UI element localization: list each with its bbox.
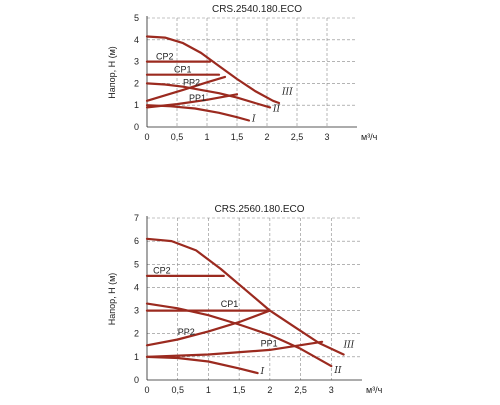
- series-line-ii: [145, 302, 333, 368]
- chart-2: CRS.2560.180.ECO 0 0,5 1 1,5 2 2,5 3 0 1 2 3 4 5 6 7 м³/…: [107, 204, 383, 395]
- series-line-pp2: [145, 309, 271, 347]
- y-axis-label: Напор, Н (м): [107, 273, 117, 326]
- x-tick-label: 1: [206, 385, 211, 395]
- x-tick-label: 1: [204, 132, 209, 142]
- x-tick-label: 2: [267, 385, 272, 395]
- curve-label-pp2: PP2: [178, 327, 195, 337]
- curve-label-cp1: CP1: [174, 65, 192, 75]
- series-line-i: [145, 104, 251, 122]
- y-tick-label: 3: [134, 57, 139, 67]
- x-tick-label: 3: [329, 385, 334, 395]
- series-line-iii: [145, 35, 281, 105]
- chart-1: CRS.2540.180.ECO 0 0,5 1 1,5 2 2,5 3 0 1 2 3 4 5 м³/ч Н…: [107, 4, 378, 142]
- series-line-ii: [145, 82, 272, 109]
- y-axis-label: Напор, Н (м): [107, 46, 117, 99]
- curve-label-i: I: [260, 367, 265, 377]
- x-tick-label: 1,5: [233, 385, 246, 395]
- x-tick-label: 2,5: [291, 132, 304, 142]
- y-tick-label: 5: [134, 13, 139, 23]
- y-tick-label: 1: [134, 352, 139, 362]
- curve-label-iii: III: [281, 87, 293, 97]
- x-tick-label: 0: [144, 385, 149, 395]
- y-tick-label: 5: [134, 259, 139, 269]
- x-tick-label: 1,5: [231, 132, 244, 142]
- series-line-pp1: [145, 93, 239, 109]
- series-line-pp1: [145, 340, 324, 358]
- x-unit-label: м³/ч: [366, 385, 383, 395]
- series-line-iii: [145, 237, 345, 356]
- y-tick-label: 4: [134, 282, 139, 292]
- curve-label-pp2: PP2: [183, 78, 200, 88]
- chart-title: CRS.2540.180.ECO: [212, 4, 302, 15]
- y-tick-label: 0: [134, 122, 139, 132]
- x-tick-label: 0,5: [171, 385, 184, 395]
- y-tick-label: 1: [134, 100, 139, 110]
- series-line-pp2: [145, 75, 227, 102]
- x-tick-label: 0,5: [171, 132, 184, 142]
- x-unit-label: м³/ч: [361, 132, 378, 142]
- curve-label-cp2: CP2: [156, 51, 174, 61]
- curve-label-pp1: PP1: [189, 93, 206, 103]
- series-line-i: [145, 355, 259, 375]
- x-tick-label: 3: [324, 132, 329, 142]
- y-tick-label: 2: [134, 78, 139, 88]
- y-tick-label: 4: [134, 35, 139, 45]
- x-tick-label: 2: [264, 132, 269, 142]
- curve-label-cp2: CP2: [153, 266, 171, 276]
- y-tick-label: 0: [134, 375, 139, 385]
- y-tick-label: 6: [134, 236, 139, 246]
- curve-label-ii: II: [272, 105, 281, 115]
- curve-label-pp1: PP1: [261, 338, 278, 348]
- curve-label-ii: II: [333, 366, 342, 376]
- curve-label-cp1: CP1: [221, 299, 239, 309]
- curve-label-iii: III: [343, 341, 355, 351]
- chart-title: CRS.2560.180.ECO: [214, 204, 304, 215]
- y-tick-label: 2: [134, 329, 139, 339]
- x-tick-label: 0: [144, 132, 149, 142]
- curve-label-i: I: [251, 115, 256, 125]
- y-tick-label: 7: [134, 213, 139, 223]
- y-tick-label: 3: [134, 306, 139, 316]
- x-tick-label: 2,5: [294, 385, 307, 395]
